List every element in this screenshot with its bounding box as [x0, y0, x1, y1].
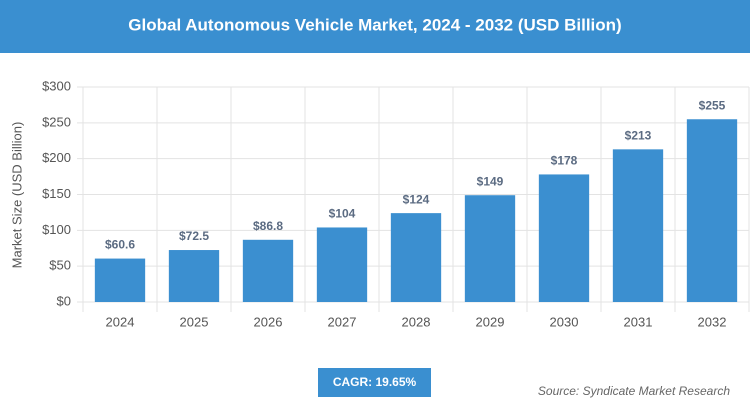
y-axis-title: Market Size (USD Billion) — [9, 122, 24, 269]
bar — [686, 119, 738, 302]
value-label: $60.6 — [105, 238, 135, 252]
x-tick-label: 2025 — [180, 314, 209, 329]
y-tick-label: $0 — [57, 293, 71, 308]
bar — [390, 213, 442, 302]
value-label: $255 — [699, 98, 726, 112]
bar — [316, 227, 368, 302]
bar — [168, 250, 220, 302]
value-label: $213 — [625, 129, 652, 143]
x-tick-label: 2027 — [328, 314, 357, 329]
value-label: $72.5 — [179, 229, 209, 243]
x-tick-label: 2028 — [402, 314, 431, 329]
y-tick-label: $250 — [42, 114, 71, 129]
value-label: $149 — [477, 174, 504, 188]
title-bar — [0, 0, 750, 53]
x-tick-label: 2031 — [624, 314, 653, 329]
source-note: Source: Syndicate Market Research — [538, 384, 730, 398]
x-tick-label: 2030 — [550, 314, 579, 329]
bar — [464, 195, 516, 302]
cagr-box — [318, 368, 431, 397]
bar — [538, 174, 590, 302]
value-label: $178 — [551, 154, 578, 168]
bar — [94, 258, 146, 302]
x-tick-label: 2026 — [254, 314, 283, 329]
x-tick-label: 2029 — [476, 314, 505, 329]
cagr-label: CAGR: 19.65% — [333, 375, 417, 389]
x-tick-label: 2032 — [698, 314, 727, 329]
value-label: $124 — [403, 192, 430, 206]
y-tick-label: $300 — [42, 78, 71, 93]
y-tick-label: $50 — [49, 258, 71, 273]
x-tick-label: 2024 — [106, 314, 135, 329]
bar — [612, 149, 664, 302]
y-tick-label: $100 — [42, 222, 71, 237]
bar — [242, 239, 294, 302]
y-tick-label: $200 — [42, 150, 71, 165]
value-label: $104 — [329, 207, 356, 221]
value-label: $86.8 — [253, 219, 283, 233]
y-tick-label: $150 — [42, 186, 71, 201]
chart-title: Global Autonomous Vehicle Market, 2024 -… — [128, 15, 621, 34]
